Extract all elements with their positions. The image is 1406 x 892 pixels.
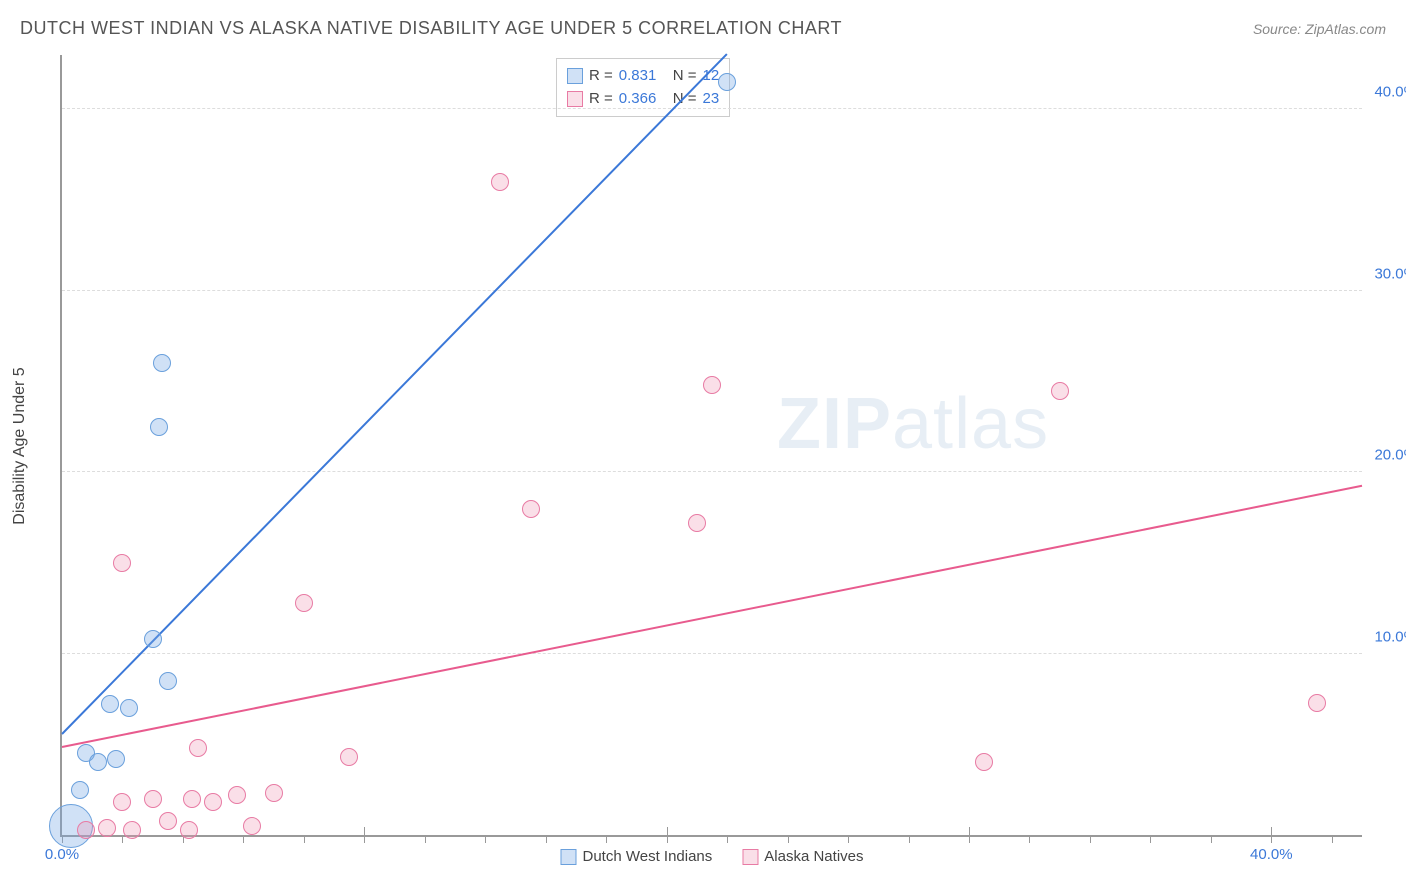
data-point [180,821,198,839]
data-point [204,793,222,811]
legend-label: Dutch West Indians [582,848,712,865]
xtick-major [364,827,365,835]
data-point [123,821,141,839]
data-point [150,418,168,436]
xtick [1271,835,1272,843]
legend: Dutch West Indians Alaska Natives [560,848,863,865]
data-point [98,819,116,837]
data-point [89,753,107,771]
xtick [364,835,365,843]
swatch-icon [567,91,583,107]
xtick [122,835,123,843]
data-point [159,812,177,830]
data-point [703,376,721,394]
xtick [1029,835,1030,843]
xtick [304,835,305,843]
data-point [77,821,95,839]
gridline [62,471,1362,472]
chart-title: DUTCH WEST INDIAN VS ALASKA NATIVE DISAB… [20,18,842,39]
trend-line [62,485,1362,748]
y-axis-label: Disability Age Under 5 [11,367,29,524]
data-point [522,500,540,518]
xtick [848,835,849,843]
xtick [909,835,910,843]
data-point [144,630,162,648]
stats-r-value: 0.366 [619,88,667,111]
ytick-label: 40.0% [1367,84,1406,101]
data-point [107,750,125,768]
xtick [1211,835,1212,843]
xtick [1090,835,1091,843]
xtick-label: 40.0% [1250,846,1293,863]
data-point [718,73,736,91]
watermark-bold: ZIP [777,384,892,464]
ytick-label: 20.0% [1367,447,1406,464]
data-point [1051,382,1069,400]
data-point [1308,694,1326,712]
gridline [62,108,1362,109]
swatch-icon [742,849,758,865]
data-point [113,793,131,811]
data-point [340,748,358,766]
xtick [788,835,789,843]
ytick-label: 30.0% [1367,265,1406,282]
xtick [727,835,728,843]
xtick [606,835,607,843]
xtick-major [969,827,970,835]
xtick [969,835,970,843]
scatter-plot: ZIPatlas R =0.831N =12R =0.366N =23 Dutc… [60,55,1362,837]
gridline [62,290,1362,291]
data-point [159,672,177,690]
ytick-label: 10.0% [1367,628,1406,645]
data-point [228,786,246,804]
stats-n-label: N = [673,65,697,88]
stats-r-value: 0.831 [619,65,667,88]
data-point [101,695,119,713]
swatch-icon [567,68,583,84]
data-point [688,514,706,532]
data-point [189,739,207,757]
source-label: Source: ZipAtlas.com [1253,21,1386,37]
data-point [243,817,261,835]
data-point [144,790,162,808]
data-point [113,554,131,572]
xtick [667,835,668,843]
data-point [153,354,171,372]
data-point [491,173,509,191]
data-point [120,699,138,717]
xtick [546,835,547,843]
legend-item: Alaska Natives [742,848,863,865]
watermark: ZIPatlas [777,383,1049,465]
stats-n-value: 23 [703,88,720,111]
xtick-major [667,827,668,835]
legend-label: Alaska Natives [764,848,863,865]
legend-item: Dutch West Indians [560,848,712,865]
data-point [183,790,201,808]
watermark-light: atlas [892,384,1049,464]
data-point [265,784,283,802]
data-point [71,781,89,799]
xtick-major [1271,827,1272,835]
xtick [243,835,244,843]
xtick [1332,835,1333,843]
data-point [975,753,993,771]
stats-r-label: R = [589,65,613,88]
xtick [1150,835,1151,843]
xtick [425,835,426,843]
gridline [62,653,1362,654]
xtick-label: 0.0% [45,846,79,863]
stats-row: R =0.366N =23 [567,88,719,111]
xtick [485,835,486,843]
stats-r-label: R = [589,88,613,111]
swatch-icon [560,849,576,865]
data-point [295,594,313,612]
